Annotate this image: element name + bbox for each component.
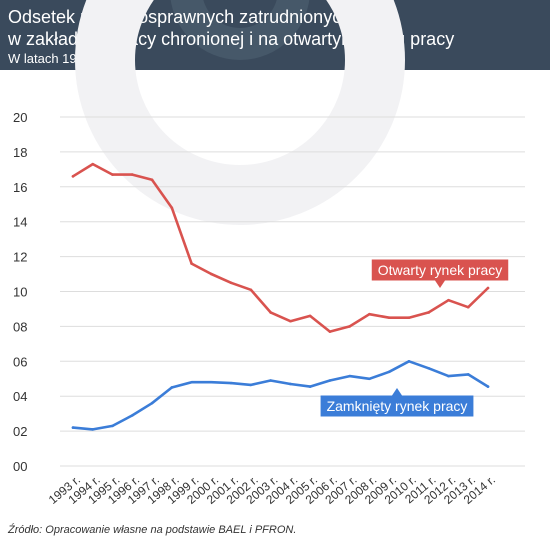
data-point (210, 272, 213, 276)
data-point (466, 305, 470, 309)
y-tick-label: 14 (13, 215, 27, 230)
data-point (71, 426, 75, 429)
data-point (111, 173, 114, 176)
y-tick-label: 16 (13, 180, 27, 195)
series-label-pointer (435, 280, 445, 288)
series-label-1: Otwarty rynek pracy (371, 259, 509, 288)
data-point (368, 377, 371, 381)
y-tick-label: 20 (13, 110, 27, 125)
y-axis-ticks: 00 02 04 06 08 10 12 14 16 18 20 (13, 110, 27, 474)
series-label-box (371, 259, 509, 281)
series-line-1 (71, 162, 490, 333)
data-point (328, 330, 332, 333)
y-tick-label: 00 (13, 459, 27, 474)
data-point (308, 314, 312, 318)
data-point (348, 374, 351, 378)
data-point (466, 373, 470, 376)
data-point (210, 380, 213, 384)
data-point (308, 385, 312, 388)
data-point (150, 401, 154, 405)
header-watermark (170, 0, 310, 60)
chart-watermark (75, 0, 405, 225)
y-tick-label: 02 (13, 424, 27, 439)
data-point (190, 262, 193, 265)
data-point (269, 311, 272, 314)
series-label-pointer (392, 388, 402, 396)
data-point (111, 424, 114, 428)
data-point (447, 374, 450, 378)
y-tick-label: 08 (13, 319, 27, 334)
data-point (407, 316, 411, 319)
data-point (328, 379, 332, 382)
data-point (407, 360, 411, 363)
data-point (486, 385, 490, 388)
data-point (387, 370, 391, 374)
data-point (447, 298, 450, 302)
gridlines (60, 116, 525, 467)
x-axis-ticks: 1993 r.1994 r.1995 r.1996 r.1997 r.1998 … (46, 473, 498, 507)
data-point (170, 386, 174, 389)
data-point (91, 428, 95, 431)
data-series (71, 162, 490, 431)
data-point (190, 380, 193, 384)
data-point (150, 178, 154, 182)
data-point (249, 288, 253, 292)
y-tick-label: 04 (13, 389, 27, 404)
y-tick-label: 18 (13, 145, 27, 160)
data-point (71, 175, 75, 178)
series-line-2 (71, 359, 490, 431)
series-label-text: Zamknięty rynek pracy (327, 398, 468, 414)
data-point (229, 381, 233, 385)
data-point (170, 206, 174, 210)
y-tick-label: 10 (13, 285, 27, 300)
data-point (130, 414, 134, 417)
data-point (387, 316, 391, 319)
data-point (130, 173, 134, 176)
data-point (289, 382, 292, 386)
watermark-ring (75, 0, 405, 225)
data-point (91, 162, 95, 166)
series-label-text: Otwarty rynek pracy (378, 262, 502, 278)
data-point (348, 325, 351, 328)
series-label-box (320, 395, 474, 417)
data-point (427, 366, 431, 370)
series-labels: Otwarty rynek pracy Zamknięty rynek pracy (320, 259, 509, 417)
y-tick-label: 06 (13, 354, 27, 369)
source-note: Źródło: Opracowanie własne na podstawie … (8, 524, 297, 536)
line-chart: 00 02 04 06 08 10 12 14 16 18 20 1993 r.1994 r.199… (13, 0, 525, 507)
data-point (269, 379, 272, 382)
data-point (229, 281, 233, 285)
data-point (486, 286, 490, 290)
data-point (289, 319, 292, 323)
series-label-2: Zamknięty rynek pracy (320, 388, 474, 417)
data-point (249, 383, 253, 387)
data-point (368, 312, 371, 316)
y-tick-label: 12 (13, 250, 27, 265)
data-point (427, 311, 431, 314)
